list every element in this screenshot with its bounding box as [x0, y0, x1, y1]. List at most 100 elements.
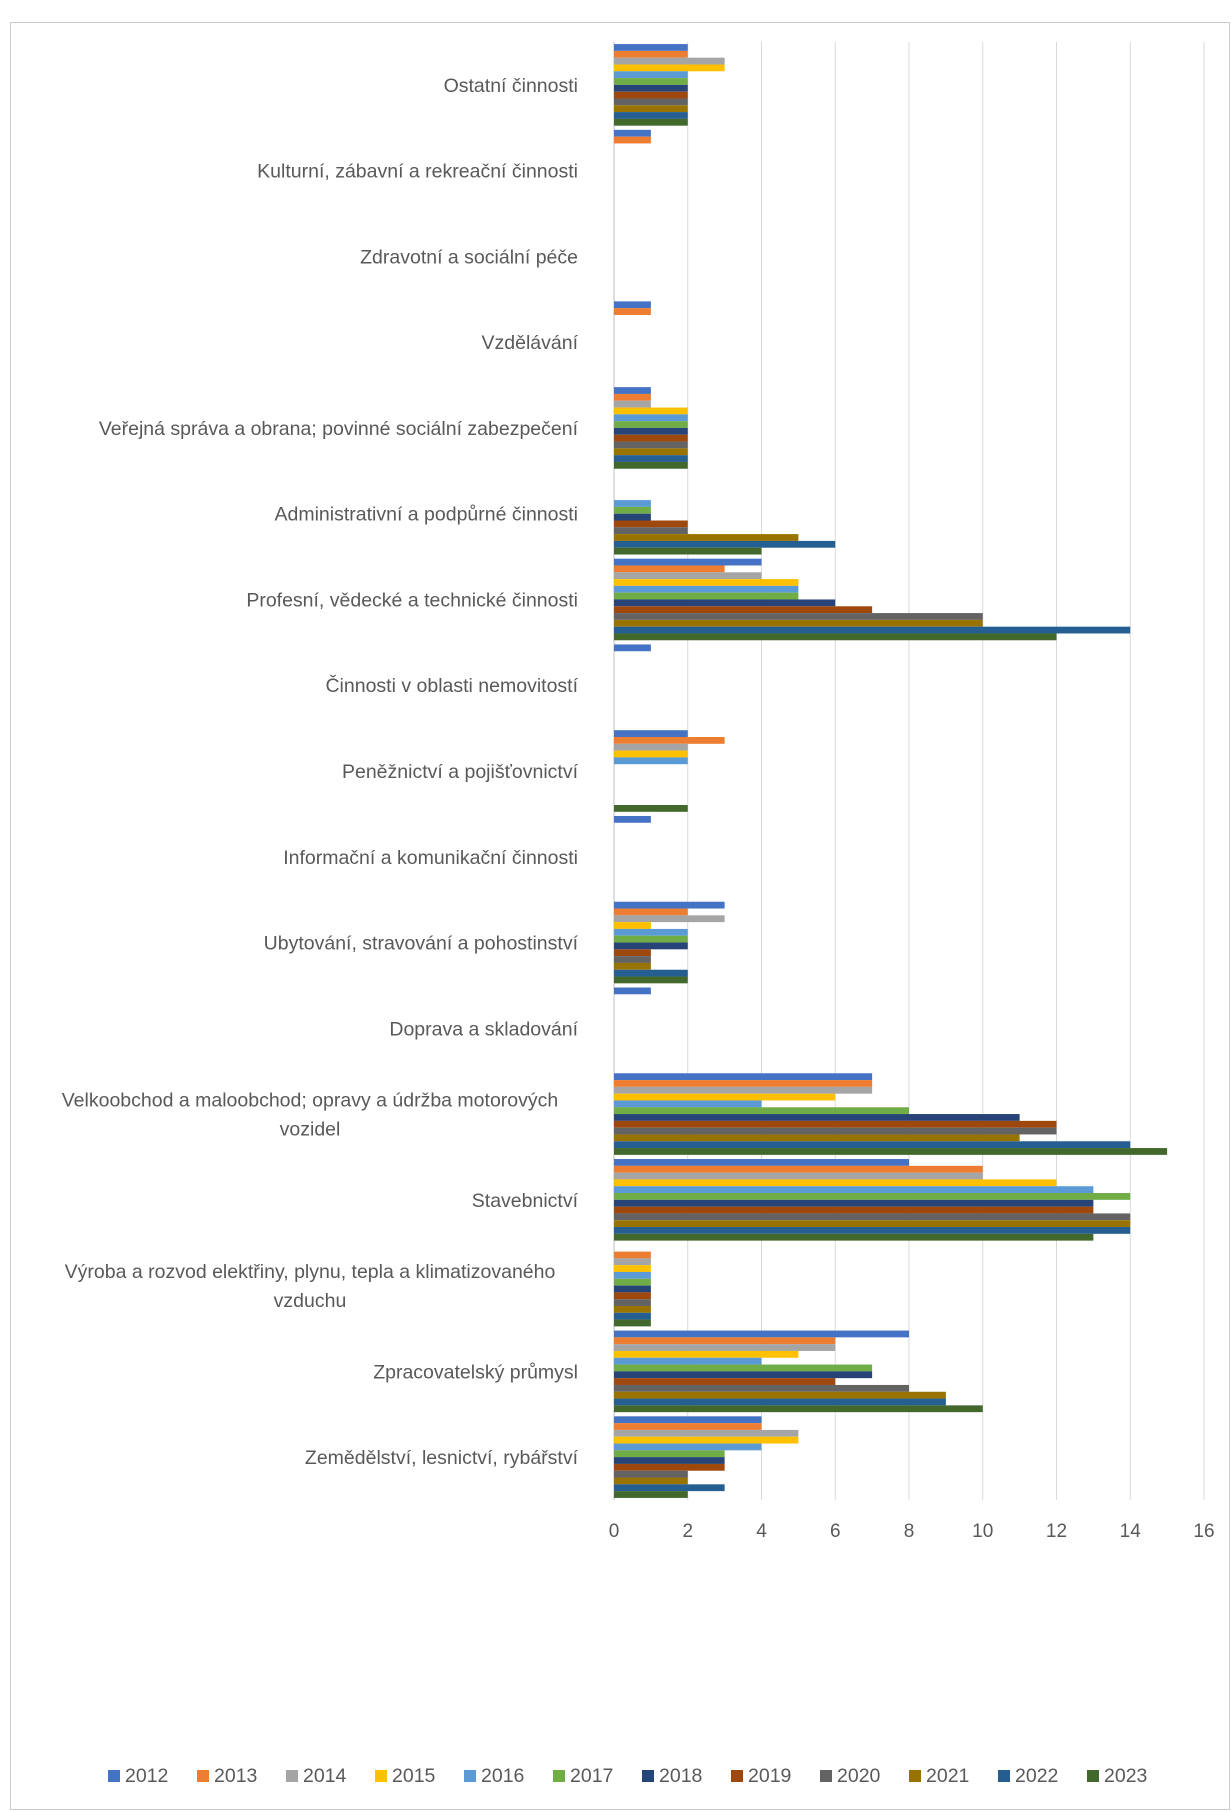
bar — [614, 757, 688, 765]
bar — [614, 1120, 1057, 1128]
x-tick-label: 10 — [972, 1521, 993, 1542]
bar — [614, 1100, 762, 1108]
bar — [614, 626, 1131, 634]
bar — [614, 1073, 873, 1081]
bar — [614, 922, 651, 929]
category-label: Zdravotní a sociální péče — [360, 246, 578, 268]
bar — [614, 1378, 836, 1385]
category-label: Profesní, vědecké a technické činnosti — [246, 589, 578, 611]
bar — [614, 1251, 651, 1259]
legend-swatch — [553, 1770, 565, 1782]
bar — [614, 387, 651, 394]
gridlines — [613, 42, 1205, 1500]
bar — [614, 1292, 651, 1300]
bar — [614, 962, 651, 970]
legend-swatch — [375, 1770, 387, 1782]
legend-label: 2013 — [214, 1765, 257, 1787]
legend-swatch — [197, 1770, 209, 1782]
bar — [614, 606, 873, 614]
bar — [614, 1233, 1094, 1241]
legend-label: 2023 — [1104, 1765, 1147, 1787]
bar — [614, 743, 688, 751]
bar — [614, 527, 688, 535]
legend-swatch — [642, 1770, 654, 1782]
bar — [614, 78, 688, 85]
bar — [614, 1463, 725, 1471]
bar — [614, 400, 651, 408]
legend-label: 2021 — [926, 1765, 969, 1787]
category-label: Doprava a skladování — [389, 1018, 578, 1040]
bar — [614, 441, 688, 449]
bar — [614, 942, 688, 950]
bar — [614, 1206, 1094, 1214]
category-label: Zpracovatelský průmysl — [373, 1361, 578, 1383]
bar — [614, 1350, 799, 1358]
bar — [614, 1398, 946, 1406]
bar — [614, 644, 651, 652]
bar — [614, 1491, 688, 1498]
bar — [614, 1227, 1131, 1234]
bar — [614, 461, 688, 469]
x-tick-label: 14 — [1120, 1521, 1142, 1542]
legend-label: 2012 — [125, 1765, 168, 1787]
bar — [614, 1086, 873, 1094]
bar — [614, 908, 688, 916]
bar — [614, 1357, 762, 1365]
bar — [614, 558, 762, 566]
bar — [614, 1416, 762, 1424]
category-label: Činnosti v oblasti nemovitostí — [325, 674, 578, 697]
bar — [614, 308, 651, 315]
bar — [614, 1107, 909, 1115]
bar — [614, 1470, 688, 1478]
bar — [614, 414, 688, 422]
legend-swatch — [909, 1770, 921, 1782]
legend-label: 2015 — [392, 1765, 436, 1787]
bar — [614, 301, 651, 309]
x-tick-label: 12 — [1046, 1521, 1067, 1542]
legend-swatch — [820, 1770, 832, 1782]
x-tick-label: 16 — [1193, 1521, 1214, 1542]
bar — [614, 633, 1057, 641]
legend-swatch — [464, 1770, 476, 1782]
bar — [614, 105, 688, 113]
legend-swatch — [1087, 1770, 1099, 1782]
legend-label: 2018 — [659, 1765, 702, 1787]
legend-swatch — [731, 1770, 743, 1782]
bar — [614, 64, 725, 72]
legend-swatch — [286, 1770, 298, 1782]
bar — [614, 547, 762, 555]
category-label: Administrativní a podpůrné činnosti — [275, 504, 579, 526]
bar — [614, 579, 799, 586]
bar — [614, 949, 651, 957]
legend-label: 2019 — [748, 1765, 791, 1787]
bar — [614, 1220, 1131, 1228]
bar — [614, 421, 688, 428]
bar — [614, 815, 651, 823]
bar — [614, 407, 688, 415]
category-label: Ubytování, stravování a pohostinství — [264, 933, 579, 955]
bar — [614, 500, 651, 507]
bar — [614, 513, 651, 521]
bar — [614, 91, 688, 99]
bar — [614, 730, 688, 737]
bar — [614, 1093, 836, 1101]
bar — [614, 506, 651, 514]
bar — [614, 1199, 1094, 1207]
bar — [614, 129, 651, 137]
bar — [614, 737, 725, 744]
bar — [614, 1271, 651, 1279]
bar — [614, 1391, 946, 1399]
legend-label: 2017 — [570, 1765, 613, 1787]
bar — [614, 1364, 873, 1372]
bar — [614, 1193, 1131, 1200]
bar — [614, 1312, 651, 1320]
bar — [614, 448, 688, 456]
bar — [614, 935, 688, 943]
category-label: Velkoobchod a maloobchod; opravy a údržb… — [62, 1090, 558, 1112]
bar — [614, 1172, 983, 1180]
bar — [614, 599, 836, 607]
legend-label: 2014 — [303, 1765, 347, 1787]
bar — [614, 1186, 1094, 1194]
legend-label: 2016 — [481, 1765, 524, 1787]
legend-swatch — [108, 1770, 120, 1782]
